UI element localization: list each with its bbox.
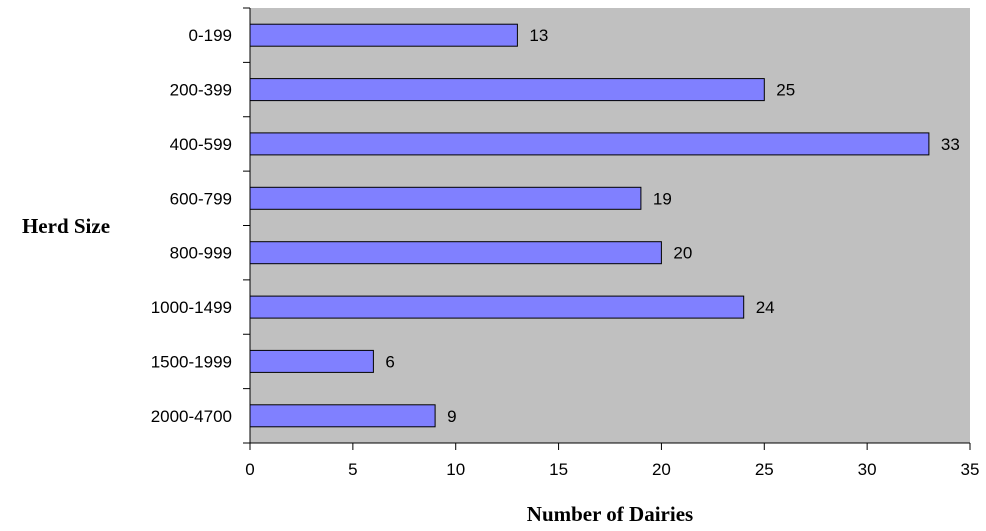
data-label-0-199: 13 xyxy=(529,26,548,45)
x-tick-label-30: 30 xyxy=(858,460,877,479)
bar-2000-4700 xyxy=(249,404,436,428)
y-tick-label-2000-4700: 2000-4700 xyxy=(151,407,232,426)
y-tick-label-1500-1999: 1500-1999 xyxy=(151,352,232,371)
data-label-400-599: 33 xyxy=(941,135,960,154)
x-axis: 0 5 10 15 20 25 30 35 xyxy=(245,442,980,479)
x-tick-label-0: 0 xyxy=(245,460,254,479)
x-tick-label-10: 10 xyxy=(446,460,465,479)
y-tick-label-400-599: 400-599 xyxy=(170,135,232,154)
data-label-2000-4700: 9 xyxy=(447,407,456,426)
x-tick-label-25: 25 xyxy=(755,460,774,479)
x-tick-label-5: 5 xyxy=(348,460,357,479)
y-tick-label-1000-1499: 1000-1499 xyxy=(151,298,232,317)
y-axis: 0-199 200-399 400-599 600-799 800-999 1000-14… xyxy=(151,7,251,444)
bar-400-599 xyxy=(249,132,930,156)
bar-200-399 xyxy=(249,78,765,102)
data-label-1500-1999: 6 xyxy=(385,352,394,371)
data-label-600-799: 19 xyxy=(653,189,672,208)
y-axis-title: Herd Size xyxy=(22,214,110,238)
bar-1500-1999 xyxy=(249,349,374,373)
data-label-1000-1499: 24 xyxy=(756,298,775,317)
y-tick-label-800-999: 800-999 xyxy=(170,244,232,263)
bar-600-799 xyxy=(249,186,642,210)
x-tick-label-35: 35 xyxy=(961,460,980,479)
data-label-800-999: 20 xyxy=(673,244,692,263)
y-tick-label-600-799: 600-799 xyxy=(170,189,232,208)
x-axis-title: Number of Dairies xyxy=(527,502,693,526)
bar-800-999 xyxy=(249,241,662,265)
x-tick-label-20: 20 xyxy=(652,460,671,479)
plot-area xyxy=(250,8,970,443)
y-tick-label-0-199: 0-199 xyxy=(189,26,232,45)
y-tick-label-200-399: 200-399 xyxy=(170,81,232,100)
x-tick-label-15: 15 xyxy=(549,460,568,479)
data-label-200-399: 25 xyxy=(776,81,795,100)
bar-0-199 xyxy=(249,23,518,47)
bar-1000-1499 xyxy=(249,295,745,319)
